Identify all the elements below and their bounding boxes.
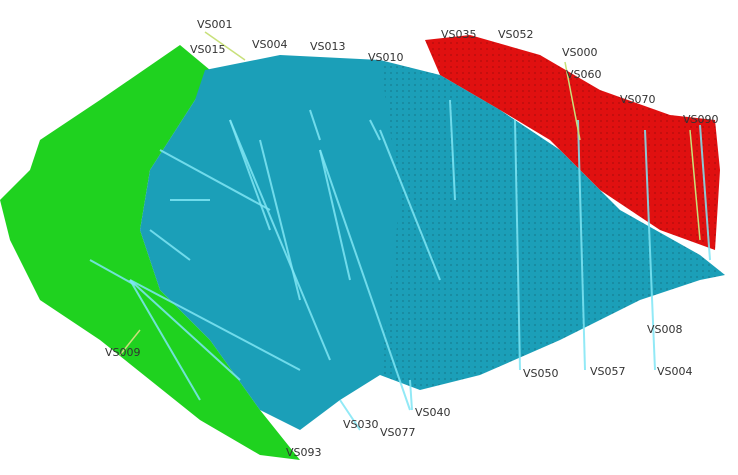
- well-label: VS040: [415, 406, 451, 419]
- well-trace: [577, 119, 586, 371]
- well-label: VS090: [683, 113, 719, 126]
- well-trace: [699, 124, 711, 261]
- well-trace: [229, 119, 331, 361]
- well-labels: VS001 VS015 VS004 VS013 VS010 VS035 VS052 VS000…: [105, 18, 719, 459]
- well-trace: [259, 139, 301, 301]
- well-trace: [369, 119, 381, 141]
- well-label: VS035: [441, 28, 477, 41]
- well-trace: [379, 129, 441, 281]
- well-label: VS057: [590, 365, 626, 378]
- well-trace: [644, 129, 656, 371]
- well-trace: [449, 99, 456, 201]
- well-label: VS010: [368, 51, 404, 64]
- blue-texture: [380, 60, 725, 390]
- well-label: VS008: [647, 323, 683, 336]
- well-label: VS050: [523, 367, 559, 380]
- well-trace: [319, 149, 351, 281]
- well-label: VS009: [105, 346, 141, 359]
- well-lines: [89, 31, 711, 431]
- well-label: VS015: [190, 43, 226, 56]
- well-trace: [309, 109, 321, 141]
- well-label: VS013: [310, 40, 346, 53]
- well-trace: [409, 379, 413, 411]
- well-trace: [514, 119, 521, 371]
- well-label: VS060: [566, 68, 602, 81]
- well-trace: [129, 279, 201, 401]
- well-trace: [159, 149, 271, 211]
- well-trace: [204, 31, 246, 61]
- red-texture: [425, 35, 720, 250]
- well-label: VS077: [380, 426, 416, 439]
- well-label: VS070: [620, 93, 656, 106]
- well-label: VS004: [252, 38, 288, 51]
- well-trace: [319, 149, 411, 411]
- well-trace: [129, 279, 301, 371]
- well-label: VS052: [498, 28, 534, 41]
- well-trace: [89, 259, 136, 286]
- well-label: VS093: [286, 446, 322, 459]
- well-label: VS004: [657, 365, 693, 378]
- well-trace: [339, 399, 361, 431]
- well-trace: [564, 61, 581, 141]
- well-label: VS030: [343, 418, 379, 431]
- well-trace: [119, 329, 141, 356]
- green-body: [0, 45, 300, 460]
- well-trace: [689, 129, 701, 241]
- well-label: VS001: [197, 18, 233, 31]
- well-trace: [129, 279, 241, 381]
- well-label: VS000: [562, 46, 598, 59]
- well-trace: [149, 229, 191, 261]
